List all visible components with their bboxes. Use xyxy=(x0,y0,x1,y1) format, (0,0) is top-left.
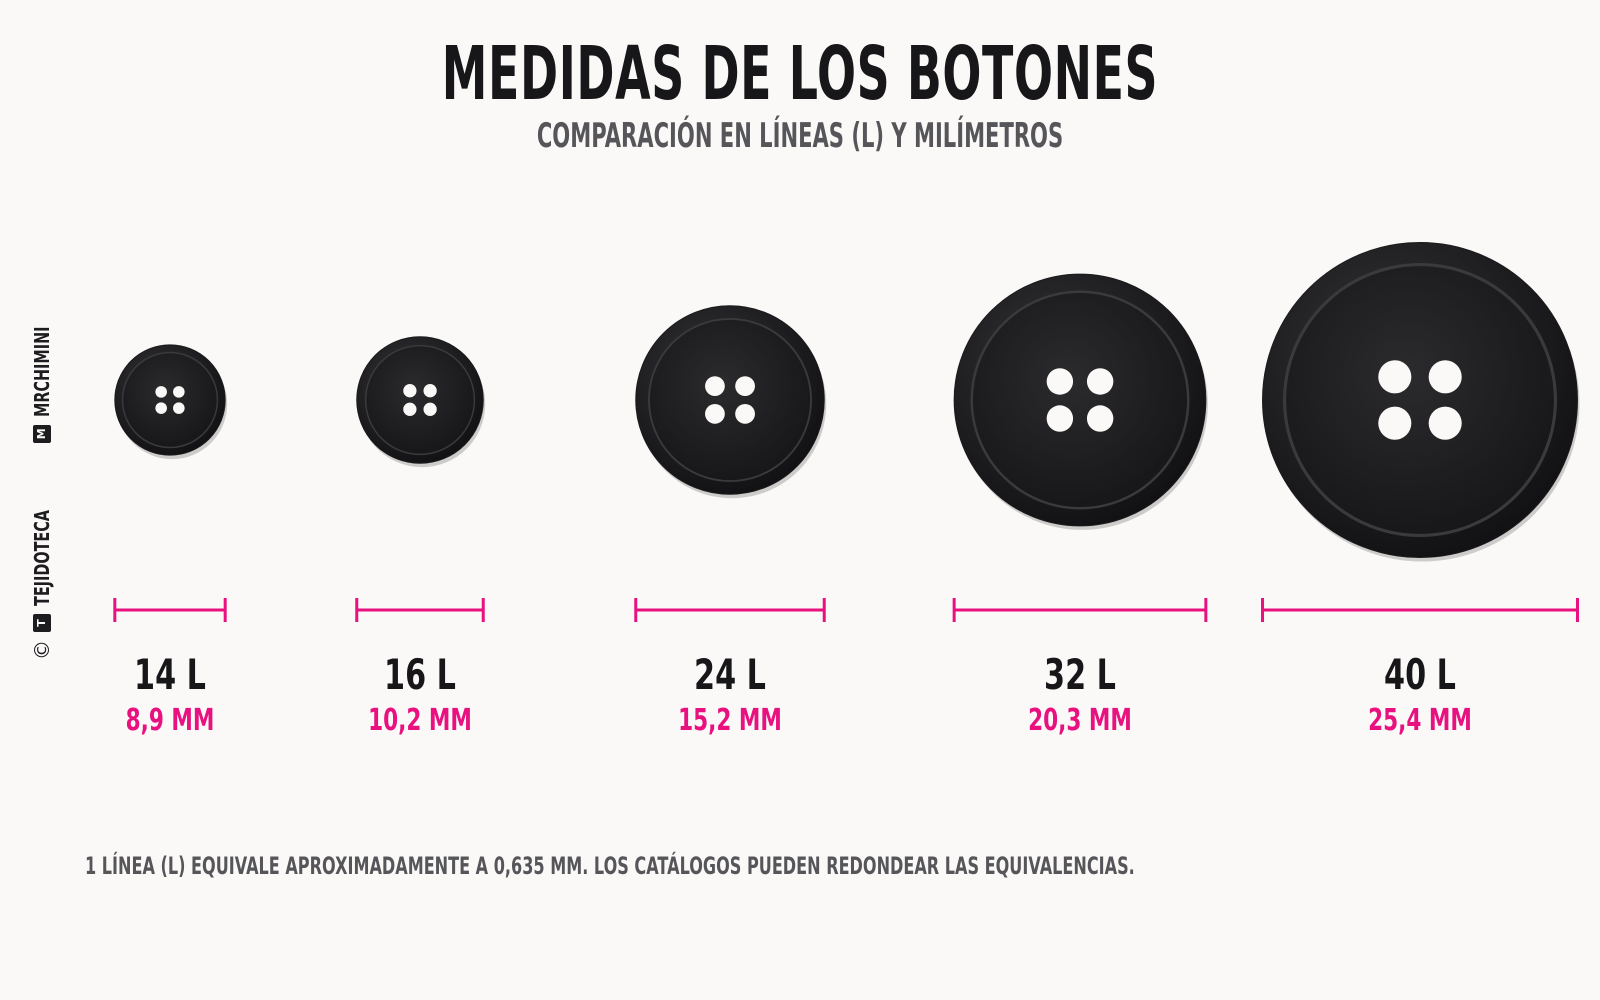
button-hole-3-0 xyxy=(1046,368,1074,395)
button-face-0 xyxy=(121,351,219,449)
scale-bar-3 xyxy=(952,598,1208,622)
size-label-ligne-3: 32 L xyxy=(1044,650,1116,699)
button-hole-2-2 xyxy=(705,403,725,424)
size-label-mm-0: 8,9 MM xyxy=(125,703,215,738)
button-hole-1-0 xyxy=(403,384,417,398)
scale-bar-2 xyxy=(634,598,826,622)
button-0 xyxy=(114,344,228,460)
button-face-3 xyxy=(970,290,1190,510)
button-hole-2-0 xyxy=(705,376,725,397)
button-hole-0-1 xyxy=(173,386,185,398)
button-hole-0-2 xyxy=(155,402,167,414)
size-label-ligne-2: 24 L xyxy=(694,650,766,699)
button-4 xyxy=(1262,242,1580,562)
scale-bar-1 xyxy=(355,598,485,622)
button-hole-4-1 xyxy=(1428,360,1462,394)
size-label-mm-1: 10,2 MM xyxy=(368,703,472,738)
button-hole-0-3 xyxy=(173,402,185,414)
scale-bar-4 xyxy=(1261,598,1579,622)
size-label-ligne-1: 16 L xyxy=(384,650,456,699)
button-hole-3-1 xyxy=(1086,368,1114,395)
size-label-mm-2: 15,2 MM xyxy=(678,703,782,738)
footnote: 1 LÍNEA (L) EQUIVALE APROXIMADAMENTE A 0… xyxy=(85,852,1135,880)
button-face-1 xyxy=(364,344,476,456)
button-hole-3-2 xyxy=(1046,405,1074,432)
button-hole-1-2 xyxy=(403,402,417,416)
button-hole-0-0 xyxy=(155,386,167,398)
button-hole-4-0 xyxy=(1378,360,1412,394)
button-hole-4-3 xyxy=(1428,406,1462,440)
scale-bar-0 xyxy=(113,598,227,622)
page-subtitle: COMPARACIÓN EN LÍNEAS (L) Y MILÍMETROS xyxy=(536,116,1064,156)
button-3 xyxy=(953,273,1208,530)
button-hole-2-1 xyxy=(735,376,755,397)
button-1 xyxy=(356,336,486,468)
button-hole-1-1 xyxy=(423,384,437,398)
size-label-ligne-4: 40 L xyxy=(1384,650,1456,699)
button-2 xyxy=(635,305,827,499)
button-face-2 xyxy=(648,318,812,482)
size-label-mm-3: 20,3 MM xyxy=(1028,703,1132,738)
button-face-4 xyxy=(1282,262,1558,538)
button-hole-2-3 xyxy=(735,403,755,424)
page-title: MEDIDAS DE LOS BOTONES xyxy=(441,31,1159,117)
button-hole-1-3 xyxy=(423,402,437,416)
size-label-ligne-0: 14 L xyxy=(134,650,206,699)
size-label-mm-4: 25,4 MM xyxy=(1368,703,1472,738)
button-hole-4-2 xyxy=(1378,406,1412,440)
button-hole-3-3 xyxy=(1086,405,1114,432)
